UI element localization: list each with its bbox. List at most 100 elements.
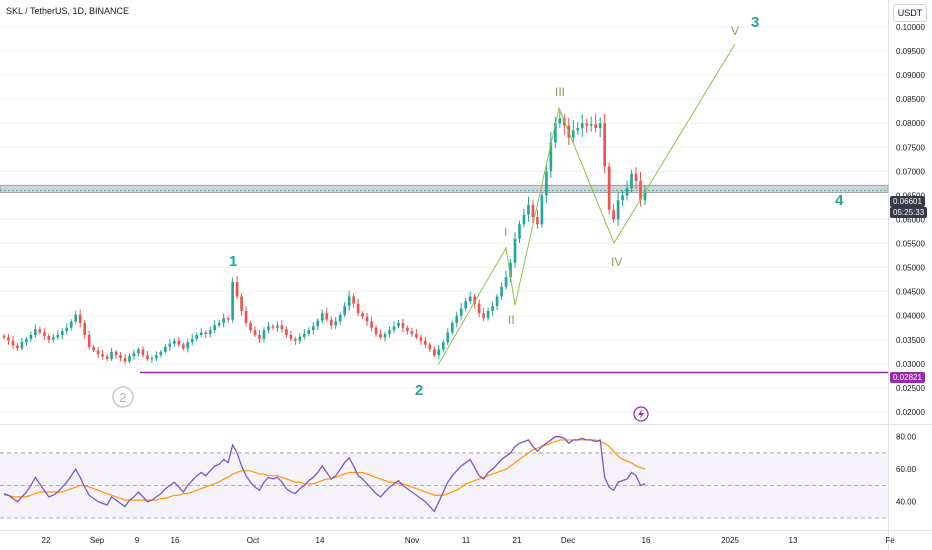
candle-body — [612, 209, 615, 220]
candle-body — [195, 334, 199, 339]
candle-body — [235, 282, 239, 297]
candle-body — [7, 337, 10, 341]
candle-body — [392, 326, 396, 331]
candle-body — [495, 296, 499, 307]
candle-body — [217, 322, 221, 326]
price-tick-label: 0.08500 — [896, 95, 925, 104]
candle-body — [379, 334, 382, 338]
candle-body — [455, 315, 459, 323]
candle-body — [240, 296, 243, 311]
candle-body — [262, 330, 266, 339]
candle-body — [594, 124, 598, 129]
candle-body — [468, 296, 472, 302]
candle-body — [307, 330, 311, 335]
price-tick-label: 0.09500 — [896, 47, 925, 56]
candle-body — [302, 334, 306, 337]
candle-body — [159, 351, 163, 356]
candle-body — [464, 301, 468, 309]
candle-body — [634, 173, 638, 181]
candle-body — [401, 322, 405, 328]
candle-body — [137, 349, 140, 354]
wave-label-iii: III — [555, 85, 565, 99]
candle-body — [558, 118, 562, 124]
candle-body — [92, 346, 95, 351]
elliott-wave-path — [437, 43, 736, 366]
candle-body — [96, 350, 100, 355]
candle-body — [486, 310, 490, 319]
candle-body — [105, 356, 109, 360]
candle-body — [253, 330, 257, 335]
candle-body — [87, 334, 91, 347]
price-tick-label: 0.04000 — [896, 312, 925, 321]
candle-body — [294, 338, 297, 341]
candle-body — [60, 331, 64, 335]
candle-body — [491, 306, 494, 311]
candle-body — [78, 314, 82, 323]
candle-body — [204, 332, 208, 335]
candle-body — [208, 330, 212, 335]
lightning-icon[interactable] — [633, 406, 649, 422]
candle-body — [625, 188, 629, 196]
currency-button[interactable]: USDT — [893, 4, 927, 22]
price-tick-label: 0.09000 — [896, 71, 925, 80]
candle-body — [2, 335, 6, 338]
candle-body — [513, 238, 517, 263]
candle-body — [424, 340, 427, 345]
candle-body — [571, 130, 575, 138]
candle-body — [352, 296, 355, 304]
time-tick-label: 11 — [462, 536, 471, 545]
candle-body — [603, 123, 606, 167]
candle-body — [545, 171, 548, 196]
candle-body — [25, 338, 28, 343]
candle-body — [536, 217, 539, 225]
candle-body — [69, 321, 73, 328]
candle-body — [56, 334, 60, 338]
support-price-tag: 0.02821 — [890, 372, 925, 383]
candle-body — [343, 306, 347, 315]
time-tick-label: 21 — [513, 536, 522, 545]
candle-body — [406, 327, 409, 332]
rsi-line — [3, 436, 646, 513]
wave-label-2: 2 — [415, 382, 423, 399]
candle-body — [34, 329, 37, 335]
candle-body — [114, 351, 118, 356]
rsi-tick-label: 40.00 — [896, 498, 917, 507]
wave-label-ii: II — [508, 313, 515, 327]
zone-layer — [0, 184, 889, 374]
candle-body — [639, 180, 642, 201]
symbol-title: SKL / TetherUS, 1D, BINANCE — [6, 6, 130, 16]
candle-body — [607, 166, 611, 210]
candle-body — [522, 214, 526, 225]
candle-body — [334, 321, 338, 326]
candle-body — [428, 344, 432, 350]
candle-body — [222, 318, 225, 323]
candle-body — [11, 340, 15, 346]
candle-body — [267, 326, 270, 331]
candle-body — [616, 200, 620, 220]
candle-body — [316, 320, 320, 327]
candle-body — [347, 296, 351, 307]
candle-body — [621, 195, 624, 201]
candle-body — [437, 349, 441, 356]
candle-body — [329, 319, 333, 326]
countdown-tag: 05:25:33 — [890, 207, 928, 218]
candle-body — [132, 353, 136, 357]
candle-body — [258, 334, 261, 339]
candle-body — [527, 205, 530, 215]
time-tick-label: Dec — [561, 536, 575, 545]
candle-body — [320, 313, 324, 321]
price-tick-label: 0.05000 — [896, 264, 925, 273]
time-tick-label: 22 — [42, 536, 51, 545]
candle-body — [123, 358, 127, 362]
candle-body — [119, 355, 122, 359]
time-tick-label: 16 — [642, 536, 651, 545]
candle-body — [415, 334, 418, 338]
candle-body — [518, 224, 521, 239]
candle-body — [20, 342, 24, 349]
candle-body — [482, 313, 485, 319]
wave-label-1: 1 — [229, 253, 237, 270]
candle-body — [74, 314, 78, 322]
candle-body — [540, 195, 544, 225]
candle-body — [311, 326, 315, 331]
